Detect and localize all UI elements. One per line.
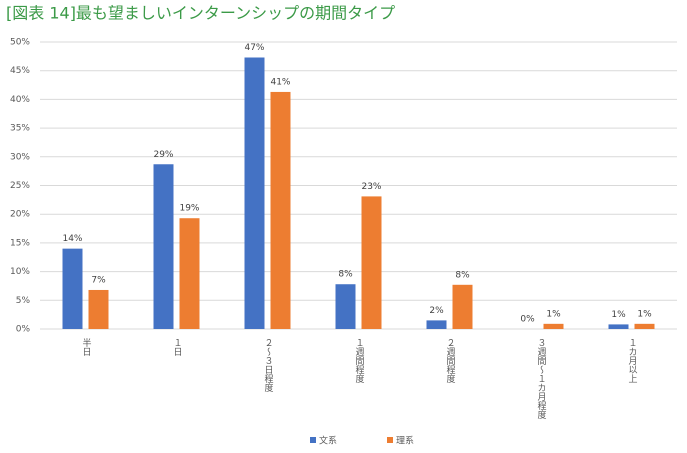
x-tick-label: １カ月以上 bbox=[627, 338, 638, 383]
chart-title: [図表 14]最も望ましいインターンシップの期間タイプ bbox=[6, 4, 395, 23]
legend-label: 理系 bbox=[396, 436, 414, 447]
value-label: 0% bbox=[520, 315, 535, 325]
y-tick-label: 25% bbox=[10, 181, 30, 191]
y-tick-label: 45% bbox=[10, 66, 30, 76]
bar bbox=[361, 196, 382, 329]
bar bbox=[452, 284, 473, 329]
value-label: 1% bbox=[611, 310, 626, 320]
legend-swatch bbox=[310, 437, 316, 443]
x-tick-label: １週間程度 bbox=[354, 338, 365, 384]
value-label: 8% bbox=[455, 270, 470, 280]
bar bbox=[270, 91, 291, 329]
value-label: 14% bbox=[62, 234, 82, 244]
y-tick-label: 0% bbox=[16, 325, 31, 335]
y-tick-label: 40% bbox=[10, 95, 30, 105]
x-tick-label: ３週間〜１カ月程度 bbox=[536, 338, 547, 420]
bar bbox=[179, 218, 200, 329]
x-tick-label: １日 bbox=[172, 338, 182, 356]
bar bbox=[62, 248, 83, 329]
y-tick-label: 50% bbox=[10, 38, 30, 48]
x-tick-label: ２週間程度 bbox=[445, 338, 456, 384]
value-label: 41% bbox=[270, 77, 290, 87]
y-tick-label: 35% bbox=[10, 124, 30, 134]
value-label: 7% bbox=[91, 275, 106, 285]
legend-swatch bbox=[387, 437, 393, 443]
bar bbox=[426, 320, 447, 329]
y-tick-label: 10% bbox=[10, 267, 30, 277]
x-tick-label: ２〜３日程度 bbox=[263, 338, 274, 393]
bar bbox=[543, 323, 564, 329]
bar bbox=[634, 323, 655, 329]
value-label: 2% bbox=[429, 306, 444, 316]
bar bbox=[608, 324, 629, 329]
x-tick-label: 半日 bbox=[81, 337, 92, 356]
value-label: 8% bbox=[338, 270, 353, 280]
value-label: 19% bbox=[179, 204, 199, 214]
value-label: 1% bbox=[546, 309, 561, 319]
value-label: 47% bbox=[244, 43, 264, 53]
y-tick-label: 15% bbox=[10, 238, 30, 248]
y-tick-label: 20% bbox=[10, 210, 30, 220]
value-label: 23% bbox=[361, 182, 381, 192]
y-tick-label: 30% bbox=[10, 152, 30, 162]
value-label: 1% bbox=[637, 309, 652, 319]
bar bbox=[153, 164, 174, 329]
bar bbox=[335, 284, 356, 329]
y-tick-label: 5% bbox=[16, 296, 31, 306]
value-label: 29% bbox=[153, 150, 173, 160]
bar bbox=[244, 57, 265, 330]
bar bbox=[88, 289, 109, 329]
legend-label: 文系 bbox=[319, 435, 337, 447]
